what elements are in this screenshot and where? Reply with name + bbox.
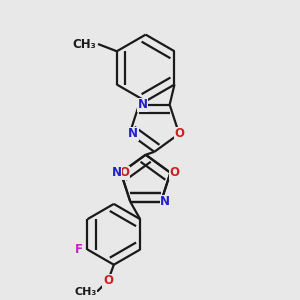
Text: N: N (137, 98, 148, 111)
Text: N: N (160, 195, 170, 208)
Text: F: F (75, 243, 83, 256)
Text: CH₃: CH₃ (74, 287, 97, 297)
Text: O: O (103, 274, 113, 287)
Text: N: N (112, 166, 122, 179)
Text: O: O (174, 127, 184, 140)
Text: O: O (119, 166, 129, 179)
Text: O: O (170, 166, 180, 179)
Text: CH₃: CH₃ (73, 38, 97, 50)
Text: N: N (128, 127, 138, 140)
